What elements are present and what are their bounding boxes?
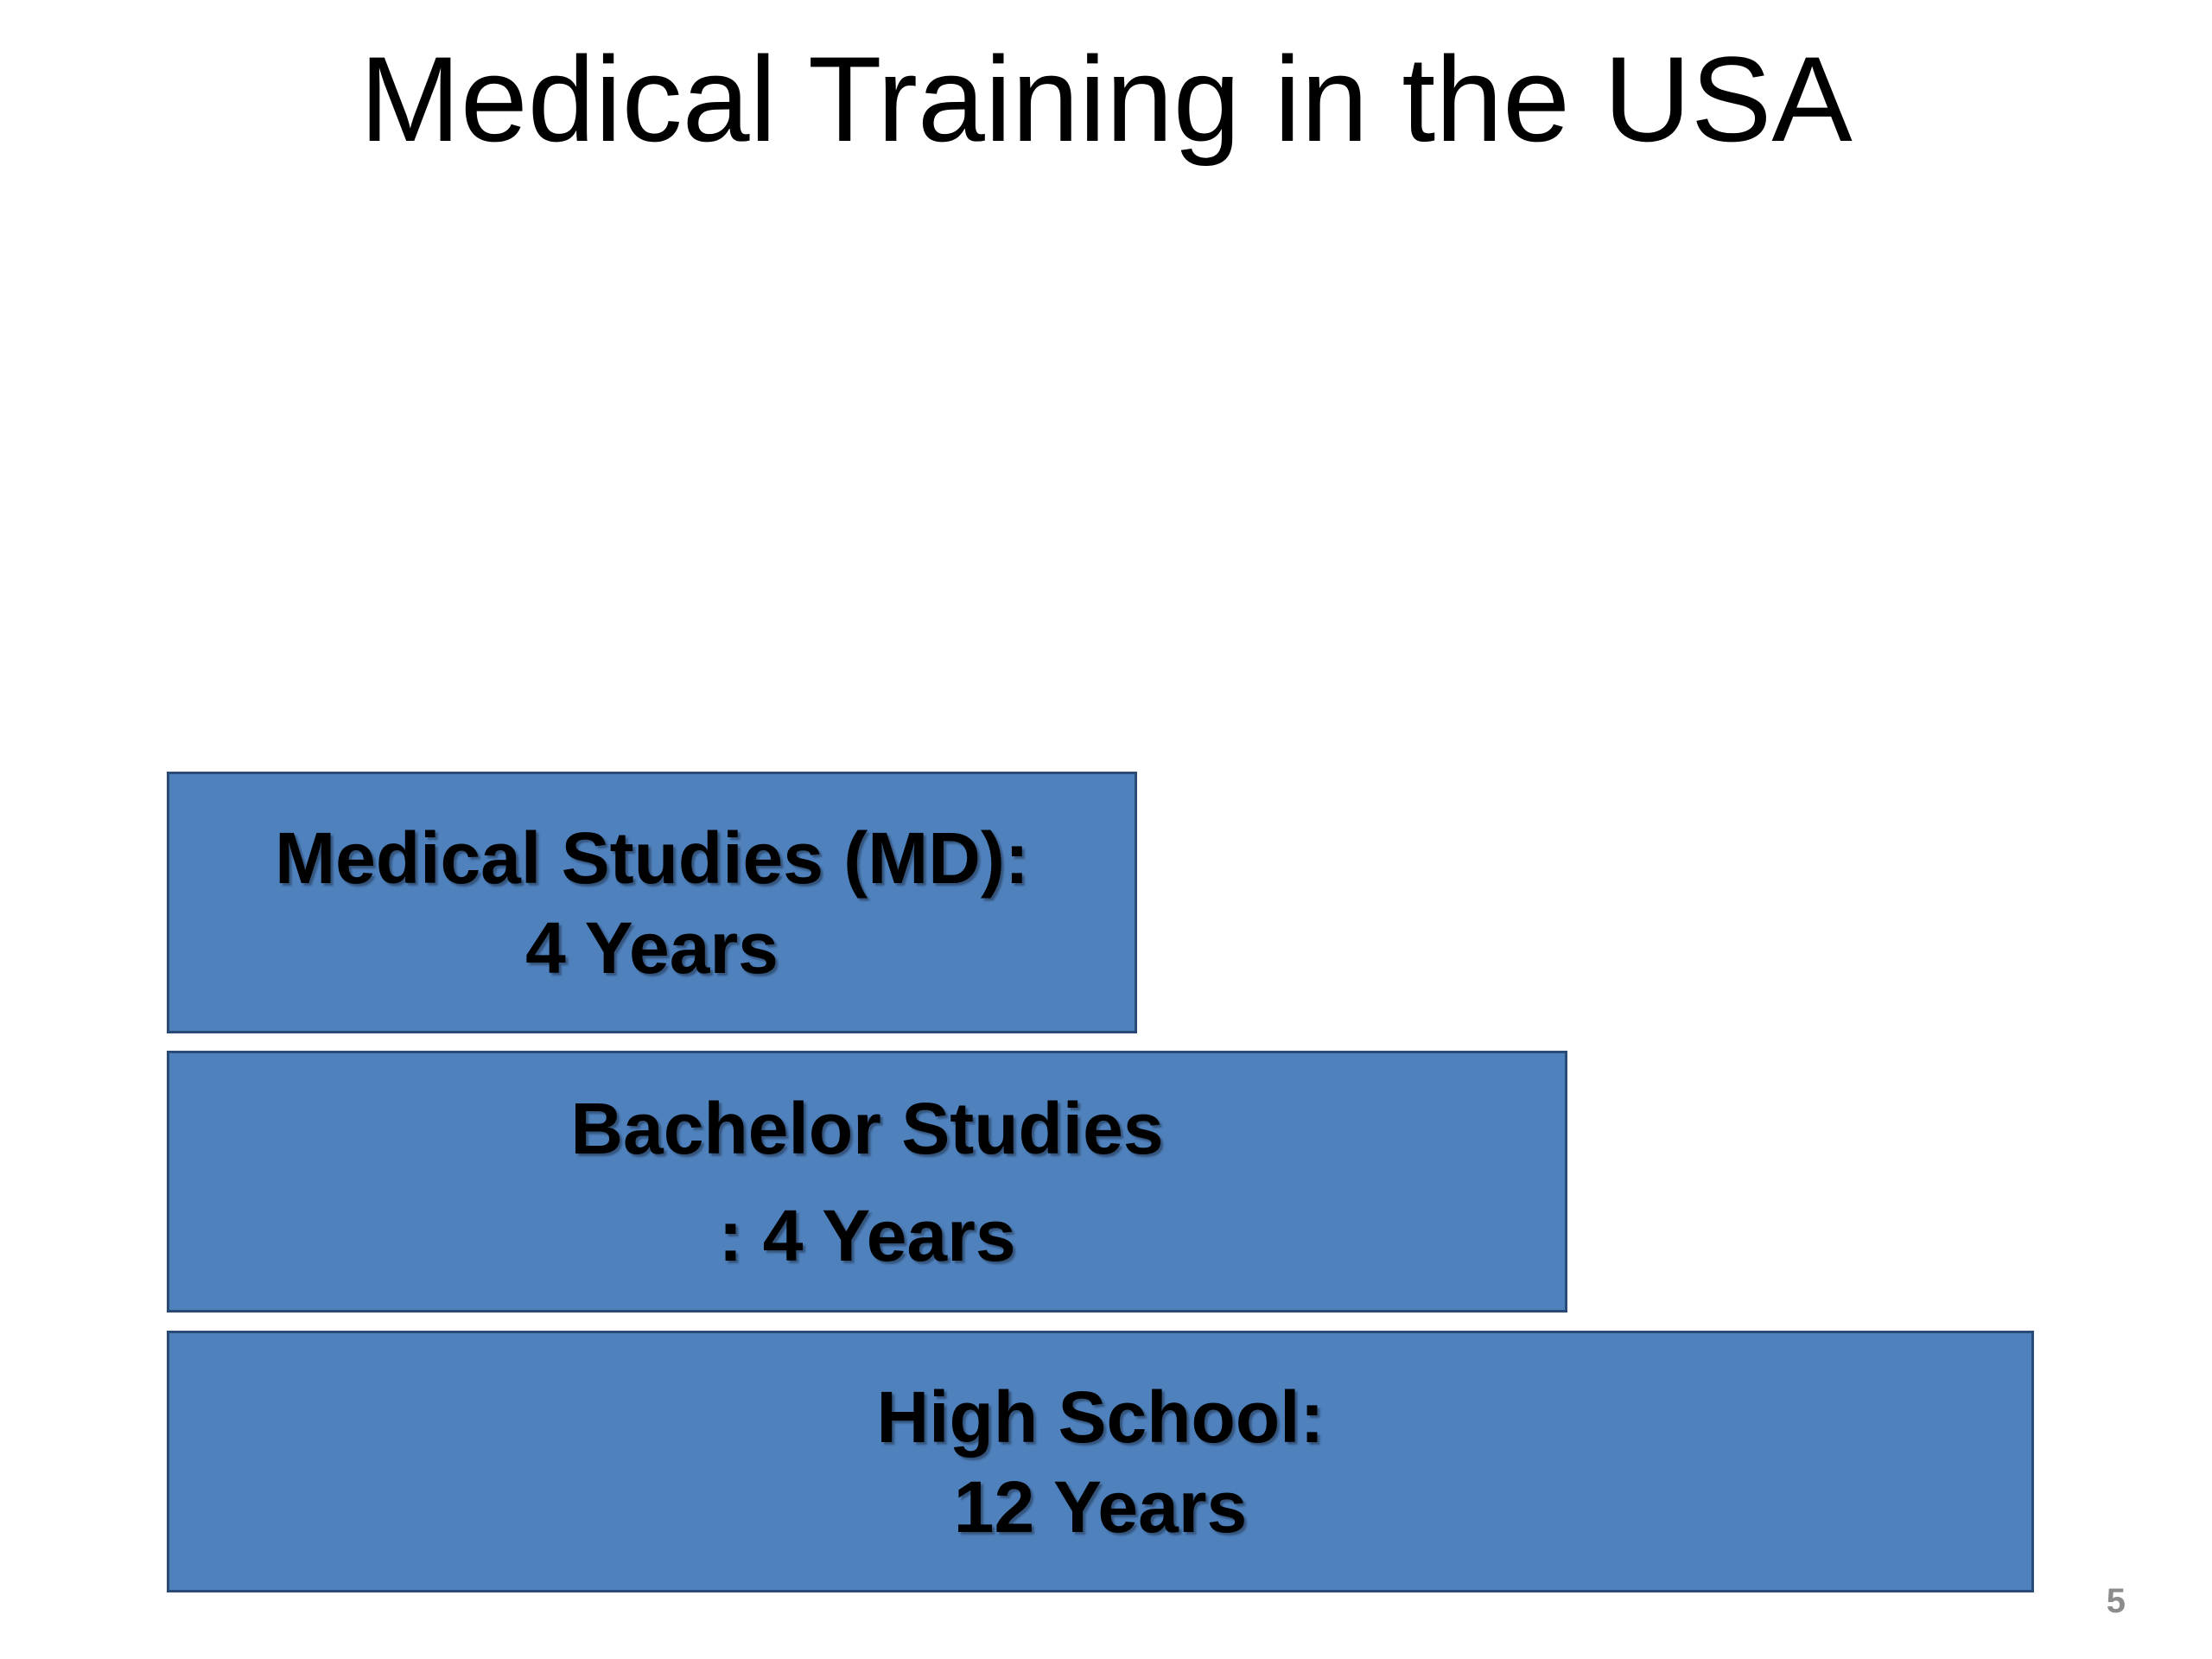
slide-title: Medical Training in the USA — [359, 31, 1853, 167]
step-duration: 12 Years — [953, 1465, 1248, 1548]
step-duration: 4 Years — [525, 906, 779, 988]
step-high-school: High School: 12 Years — [167, 1331, 2034, 1592]
step-label: Bachelor Studies — [570, 1087, 1164, 1169]
page-number: 5 — [2106, 1582, 2126, 1620]
step-medical-studies: Medical Studies (MD): 4 Years — [167, 772, 1137, 1033]
step-label: High School: — [876, 1376, 1325, 1458]
step-bachelor-studies: Bachelor Studies : 4 Years — [167, 1051, 1567, 1313]
step-duration: : 4 Years — [718, 1194, 1016, 1276]
step-label: Medical Studies (MD): — [275, 817, 1029, 899]
